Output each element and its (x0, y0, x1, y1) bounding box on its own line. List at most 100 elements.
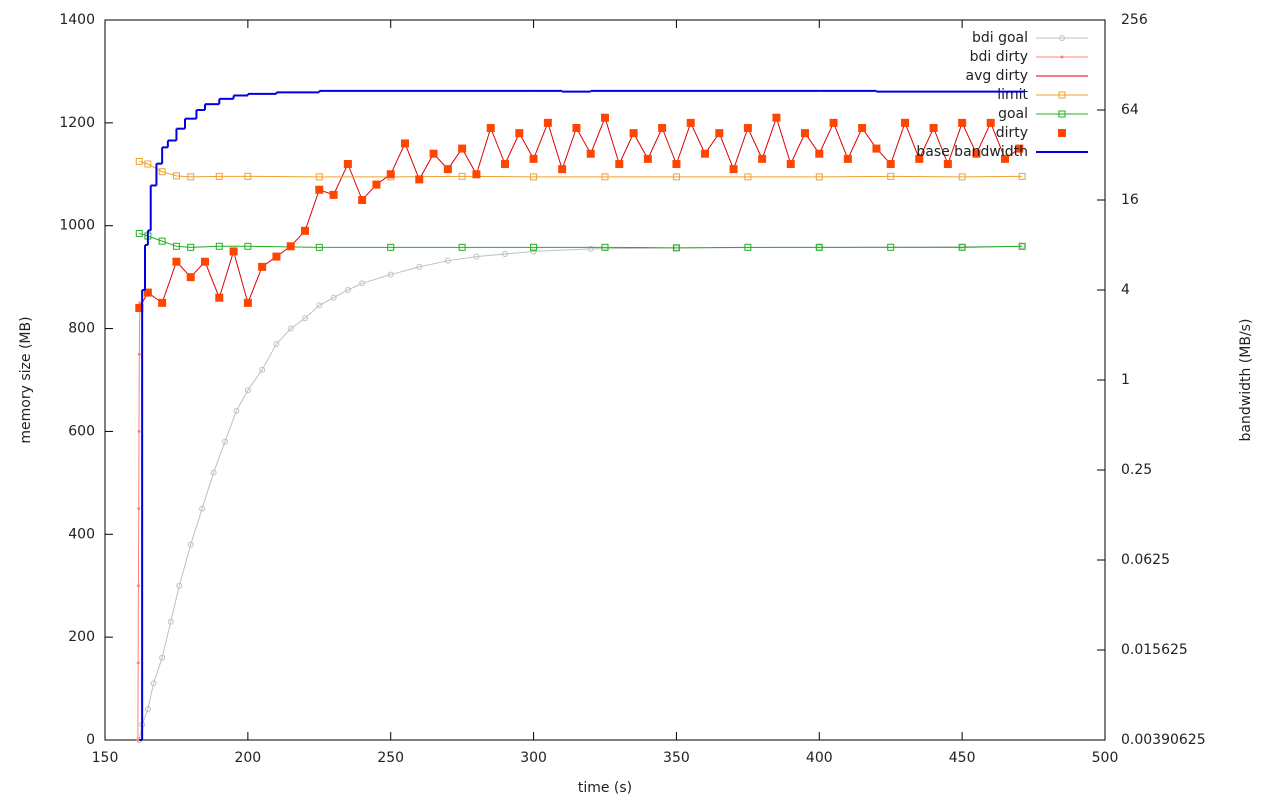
marker (743, 124, 752, 132)
marker (672, 244, 680, 252)
marker (258, 262, 267, 271)
series-line (138, 116, 1020, 309)
y2-tick-label: 0.015625 (1121, 642, 1188, 658)
marker (329, 190, 338, 199)
marker (572, 124, 581, 132)
marker (287, 325, 294, 332)
marker (444, 257, 451, 264)
marker (786, 160, 795, 168)
y2-tick-label: 1 (1121, 372, 1130, 388)
marker (138, 301, 142, 305)
marker (244, 387, 251, 394)
marker (215, 242, 223, 250)
marker (501, 160, 509, 168)
x-tick-label: 200 (234, 750, 261, 766)
marker (144, 706, 151, 713)
marker (244, 242, 252, 250)
marker (858, 124, 867, 132)
x-axis-label: time (s) (578, 780, 632, 796)
marker (272, 252, 281, 261)
marker (530, 173, 538, 181)
marker (343, 160, 352, 168)
marker (958, 118, 967, 127)
marker (386, 170, 395, 179)
y-tick-label: 800 (68, 321, 95, 337)
marker (772, 113, 781, 122)
y-tick-label: 1000 (59, 218, 95, 234)
legend-label: goal (998, 106, 1028, 122)
y2-tick-label: 0.00390625 (1121, 732, 1206, 748)
marker (186, 273, 195, 282)
marker (259, 366, 266, 373)
marker (601, 113, 609, 122)
marker (744, 243, 752, 251)
y-tick-label: 600 (68, 423, 95, 439)
marker (458, 172, 466, 180)
marker (172, 172, 180, 180)
marker (244, 172, 252, 180)
marker (429, 149, 438, 158)
marker (315, 173, 323, 181)
marker (530, 248, 537, 255)
y-axis-label: memory size (MB) (18, 316, 34, 443)
marker (473, 253, 480, 260)
marker (315, 243, 323, 251)
marker (1018, 172, 1026, 180)
marker (458, 243, 466, 251)
marker (701, 149, 709, 158)
y2-tick-label: 64 (1121, 102, 1139, 118)
marker (229, 247, 238, 256)
x-tick-label: 400 (806, 750, 833, 766)
marker (135, 157, 143, 165)
y2-tick-label: 0.25 (1121, 462, 1152, 478)
y2-tick-label: 256 (1121, 12, 1148, 28)
legend-marker (1058, 110, 1066, 118)
marker (137, 507, 141, 511)
marker (887, 172, 895, 180)
series-line (139, 232, 1023, 249)
legend-marker (1058, 129, 1066, 137)
marker (1018, 242, 1026, 250)
y2-tick-label: 0.0625 (1121, 552, 1170, 568)
marker (744, 173, 752, 181)
marker (302, 315, 308, 322)
marker (872, 144, 881, 153)
marker (530, 243, 538, 251)
marker (758, 154, 767, 163)
marker (729, 165, 738, 174)
marker (586, 149, 595, 158)
marker (315, 185, 324, 194)
marker (986, 118, 995, 127)
marker (486, 124, 495, 132)
marker (233, 407, 240, 414)
marker (543, 118, 552, 127)
marker (243, 298, 252, 307)
marker (210, 469, 217, 476)
marker (458, 144, 467, 153)
marker (416, 263, 423, 270)
x-tick-label: 500 (1092, 750, 1119, 766)
marker (529, 154, 538, 163)
marker (187, 173, 195, 181)
marker (943, 160, 952, 168)
marker (387, 243, 395, 251)
series-line (137, 302, 141, 741)
marker (159, 654, 166, 661)
marker (136, 584, 140, 588)
marker (601, 243, 609, 251)
series-line (138, 245, 1023, 741)
marker (515, 129, 524, 138)
marker (958, 173, 966, 181)
marker (629, 129, 638, 138)
legend-label: bdi dirty (970, 49, 1028, 65)
legend-marker (1059, 35, 1065, 41)
marker (158, 168, 166, 176)
marker (344, 287, 351, 293)
marker (815, 243, 823, 251)
marker (1001, 154, 1009, 163)
y-tick-label: 400 (68, 526, 95, 542)
marker (176, 582, 183, 589)
marker (135, 304, 144, 312)
marker (172, 242, 180, 250)
y2-axis-label: bandwidth (MB/s) (1238, 319, 1254, 442)
